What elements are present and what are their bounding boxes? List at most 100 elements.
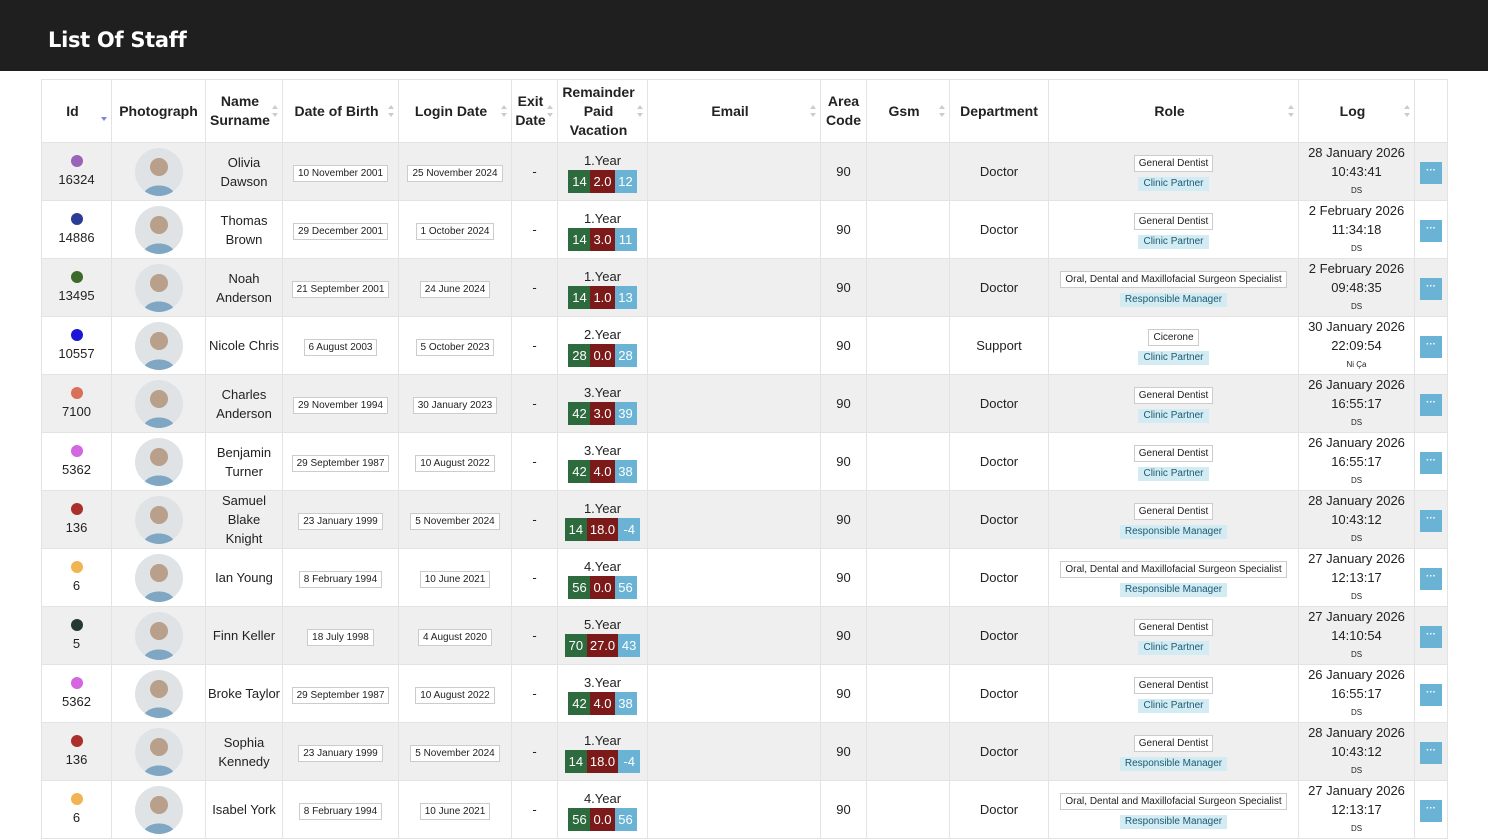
photo-cell (111, 490, 206, 549)
vacation-year: 5.Year (583, 616, 622, 632)
area-code-cell: 90 (820, 606, 867, 665)
exit-cell: - (511, 780, 558, 839)
role-tag: Clinic Partner (1138, 641, 1209, 655)
birth-cell: 29 September 1987 (282, 432, 399, 491)
log-user: DS (1350, 824, 1363, 833)
photo (134, 553, 183, 602)
area-code-cell: 90 (820, 432, 867, 491)
role: General Dentist (1133, 503, 1214, 520)
column-header[interactable]: Log (1298, 79, 1415, 143)
role: General Dentist (1133, 619, 1214, 636)
vacation-used: 0.0 (590, 343, 615, 367)
action-button[interactable]: ··· (1420, 800, 1442, 822)
log-time: 12:13:17 (1331, 802, 1382, 817)
vacation-remaining: 38 (614, 459, 637, 483)
staff-name: Sophia Kennedy (218, 734, 270, 769)
vacation-earned: 42 (568, 691, 591, 715)
vacation-earned: 56 (568, 807, 591, 831)
column-header[interactable]: Remainder Paid Vacation (557, 79, 648, 143)
column-header[interactable]: Exit Date (511, 79, 558, 143)
column-header[interactable]: Login Date (398, 79, 512, 143)
login-cell: 10 August 2022 (398, 432, 512, 491)
photo (134, 263, 183, 312)
column-header[interactable]: Id (41, 79, 112, 143)
column-header[interactable]: Name Surname (205, 79, 283, 143)
column-header[interactable]: Email (647, 79, 821, 143)
role-cell: General Dentist Clinic Partner (1048, 432, 1299, 491)
column-header[interactable]: Gsm (866, 79, 950, 143)
action-button[interactable]: ··· (1420, 510, 1442, 532)
staff-id: 136 (65, 519, 88, 535)
action-button[interactable]: ··· (1420, 336, 1442, 358)
column-header[interactable]: Role (1048, 79, 1299, 143)
log-date: 2 February 2026 (1308, 261, 1405, 276)
vacation-remaining: 43 (618, 633, 641, 657)
gsm-cell (866, 200, 950, 259)
role-cell: General Dentist Responsible Manager (1048, 722, 1299, 781)
department-cell: Doctor (949, 606, 1049, 665)
log-user: DS (1350, 302, 1363, 311)
column-header[interactable]: Date of Birth (282, 79, 399, 143)
photo-cell (111, 548, 206, 607)
sort-icon (938, 104, 946, 123)
log-user: DS (1350, 650, 1363, 659)
action-button[interactable]: ··· (1420, 278, 1442, 300)
log-user: DS (1350, 766, 1363, 775)
area-code-cell: 90 (820, 722, 867, 781)
gsm-cell (866, 142, 950, 201)
action-button[interactable]: ··· (1420, 394, 1442, 416)
log-time: 10:43:41 (1331, 164, 1382, 179)
action-cell: ··· (1414, 200, 1448, 259)
staff-row: 136 Sophia Kennedy 23 January 1999 5 Novemb… (41, 722, 1448, 781)
department-cell: Doctor (949, 722, 1049, 781)
gsm-cell (866, 722, 950, 781)
birth-date: 29 December 2001 (292, 222, 389, 240)
role-cell: General Dentist Clinic Partner (1048, 664, 1299, 723)
role-cell: General Dentist Clinic Partner (1048, 374, 1299, 433)
photo (134, 147, 183, 196)
birth-cell: 23 January 1999 (282, 490, 399, 549)
birth-cell: 18 July 1998 (282, 606, 399, 665)
action-button[interactable]: ··· (1420, 626, 1442, 648)
color-dot (70, 676, 83, 689)
log-cell: 26 January 2026 16:55:17 DS (1298, 374, 1415, 433)
vacation-year: 3.Year (583, 384, 622, 400)
login-date: 10 June 2021 (419, 570, 491, 588)
area-code-cell: 90 (820, 200, 867, 259)
department: Doctor (979, 628, 1019, 643)
log-time: 12:13:17 (1331, 570, 1382, 585)
log-cell: 30 January 2026 22:09:54 Ni Ça (1298, 316, 1415, 375)
action-button[interactable]: ··· (1420, 452, 1442, 474)
action-button[interactable]: ··· (1420, 162, 1442, 184)
log-cell: 2 February 2026 09:48:35 DS (1298, 258, 1415, 317)
action-button[interactable]: ··· (1420, 742, 1442, 764)
department: Doctor (979, 570, 1019, 585)
role-tag: Responsible Manager (1119, 583, 1228, 597)
log-user: DS (1350, 708, 1363, 717)
column-label: Id (66, 102, 79, 119)
department: Doctor (979, 512, 1019, 527)
name-cell: Ian Young (205, 548, 283, 607)
login-cell: 10 August 2022 (398, 664, 512, 723)
name-cell: Nicole Chris (205, 316, 283, 375)
action-button[interactable]: ··· (1420, 684, 1442, 706)
login-cell: 5 November 2024 (398, 722, 512, 781)
birth-cell: 6 August 2003 (282, 316, 399, 375)
department-cell: Doctor (949, 432, 1049, 491)
login-date: 5 October 2023 (415, 338, 495, 356)
department: Doctor (979, 396, 1019, 411)
photo-cell (111, 606, 206, 665)
login-cell: 24 June 2024 (398, 258, 512, 317)
log-time: 14:10:54 (1331, 628, 1382, 643)
email-cell (647, 780, 821, 839)
column-label: Role (1154, 102, 1185, 119)
action-button[interactable]: ··· (1420, 568, 1442, 590)
sort-icon (500, 104, 508, 123)
exit-date: - (532, 280, 537, 295)
action-button[interactable]: ··· (1420, 220, 1442, 242)
color-dot (70, 212, 83, 225)
log-date: 27 January 2026 (1308, 551, 1405, 566)
login-date: 10 August 2022 (415, 454, 495, 472)
login-cell: 5 November 2024 (398, 490, 512, 549)
vacation-cell: 2.Year 28 0.0 28 (557, 316, 648, 375)
